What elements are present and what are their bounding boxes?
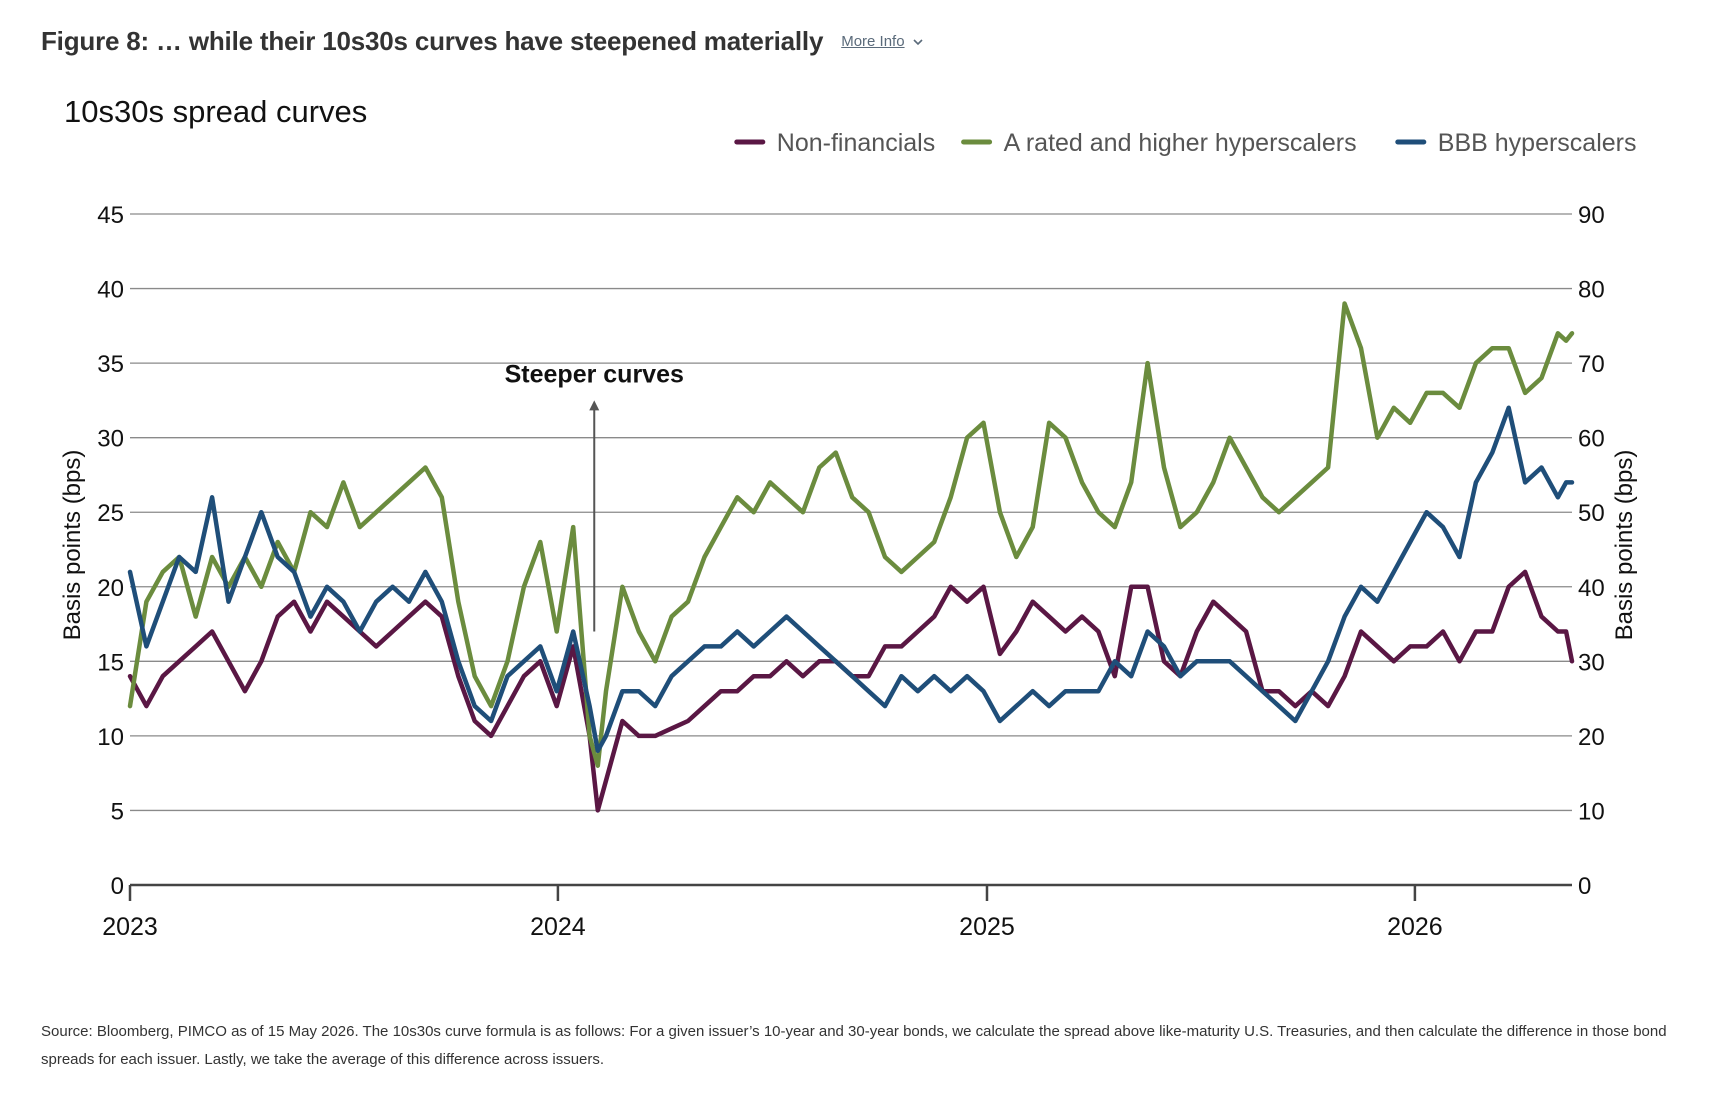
y-tick-label-right: 70 bbox=[1578, 351, 1605, 378]
y-tick-label-left: 15 bbox=[97, 649, 124, 676]
y-axis-left: 0 5 10 15 20 25 30 35 40 45 bbox=[97, 202, 124, 900]
y-tick-label-right: 40 bbox=[1578, 575, 1605, 602]
y-tick-label-left: 5 bbox=[111, 798, 124, 825]
y-tick-label-left: 30 bbox=[97, 426, 124, 453]
y-tick-label-left: 10 bbox=[97, 724, 124, 751]
chart-legend: BBB hyperscalers A rated and higher hyper… bbox=[734, 129, 1637, 157]
chart-title: 10s30s spread curves bbox=[64, 94, 367, 129]
y-tick-label-left: 20 bbox=[97, 575, 124, 602]
y-tick-label-right: 50 bbox=[1578, 500, 1605, 527]
series-line-bbb-hyperscalers bbox=[127, 405, 1575, 754]
legend-label: Non-financials bbox=[777, 129, 935, 157]
y-tick-label-right: 0 bbox=[1578, 873, 1591, 900]
figure-header: Figure 8: … while their 10s30s curves ha… bbox=[41, 26, 923, 57]
source-note: Source: Bloomberg, PIMCO as of 15 May 20… bbox=[41, 1023, 1667, 1068]
y-tick-label-left: 25 bbox=[97, 500, 124, 527]
chart-gridlines bbox=[130, 213, 1572, 812]
y-tick-label-left: 0 bbox=[111, 873, 124, 900]
x-tick-label: 2025 bbox=[959, 913, 1015, 941]
chevron-down-icon bbox=[913, 38, 923, 45]
y-tick-label-left: 35 bbox=[97, 351, 124, 378]
annotation-arrowhead bbox=[589, 400, 600, 411]
x-tick-label: 2024 bbox=[530, 913, 586, 941]
y-tick-label-right: 30 bbox=[1578, 649, 1605, 676]
y-tick-label-right: 60 bbox=[1578, 426, 1605, 453]
annotation-label: Steeper curves bbox=[505, 360, 684, 388]
y-tick-label-right: 20 bbox=[1578, 724, 1605, 751]
spread-chart: 10s30s spread curves BBB hyperscalers A r… bbox=[59, 94, 1638, 941]
chart-series bbox=[127, 301, 1575, 813]
y-tick-label-left: 40 bbox=[97, 277, 124, 304]
chart-annotation: Steeper curves bbox=[505, 360, 684, 632]
x-axis: 2023 2024 2025 2026 bbox=[102, 883, 1572, 941]
y-tick-label-right: 10 bbox=[1578, 798, 1605, 825]
y-axis-left-label: Basis points (bps) bbox=[59, 450, 86, 641]
y-axis-right-label: Basis points (bps) bbox=[1611, 450, 1638, 641]
legend-label: A rated and higher hyperscalers bbox=[1004, 129, 1357, 157]
series-line-a-rated-and-higher-hyperscalers bbox=[127, 301, 1575, 768]
y-tick-label-right: 90 bbox=[1578, 202, 1605, 229]
y-tick-label-left: 45 bbox=[97, 202, 124, 229]
legend-label: BBB hyperscalers bbox=[1438, 129, 1637, 157]
x-tick-label: 2023 bbox=[102, 913, 158, 941]
x-tick-label: 2026 bbox=[1387, 913, 1443, 941]
y-tick-label-right: 80 bbox=[1578, 277, 1605, 304]
more-info-label: More Info bbox=[841, 33, 905, 50]
more-info-button[interactable]: More Info bbox=[841, 33, 923, 50]
figure-title: Figure 8: … while their 10s30s curves ha… bbox=[41, 26, 824, 56]
y-axis-right: 0 10 20 30 40 50 60 70 80 90 bbox=[1578, 202, 1605, 900]
